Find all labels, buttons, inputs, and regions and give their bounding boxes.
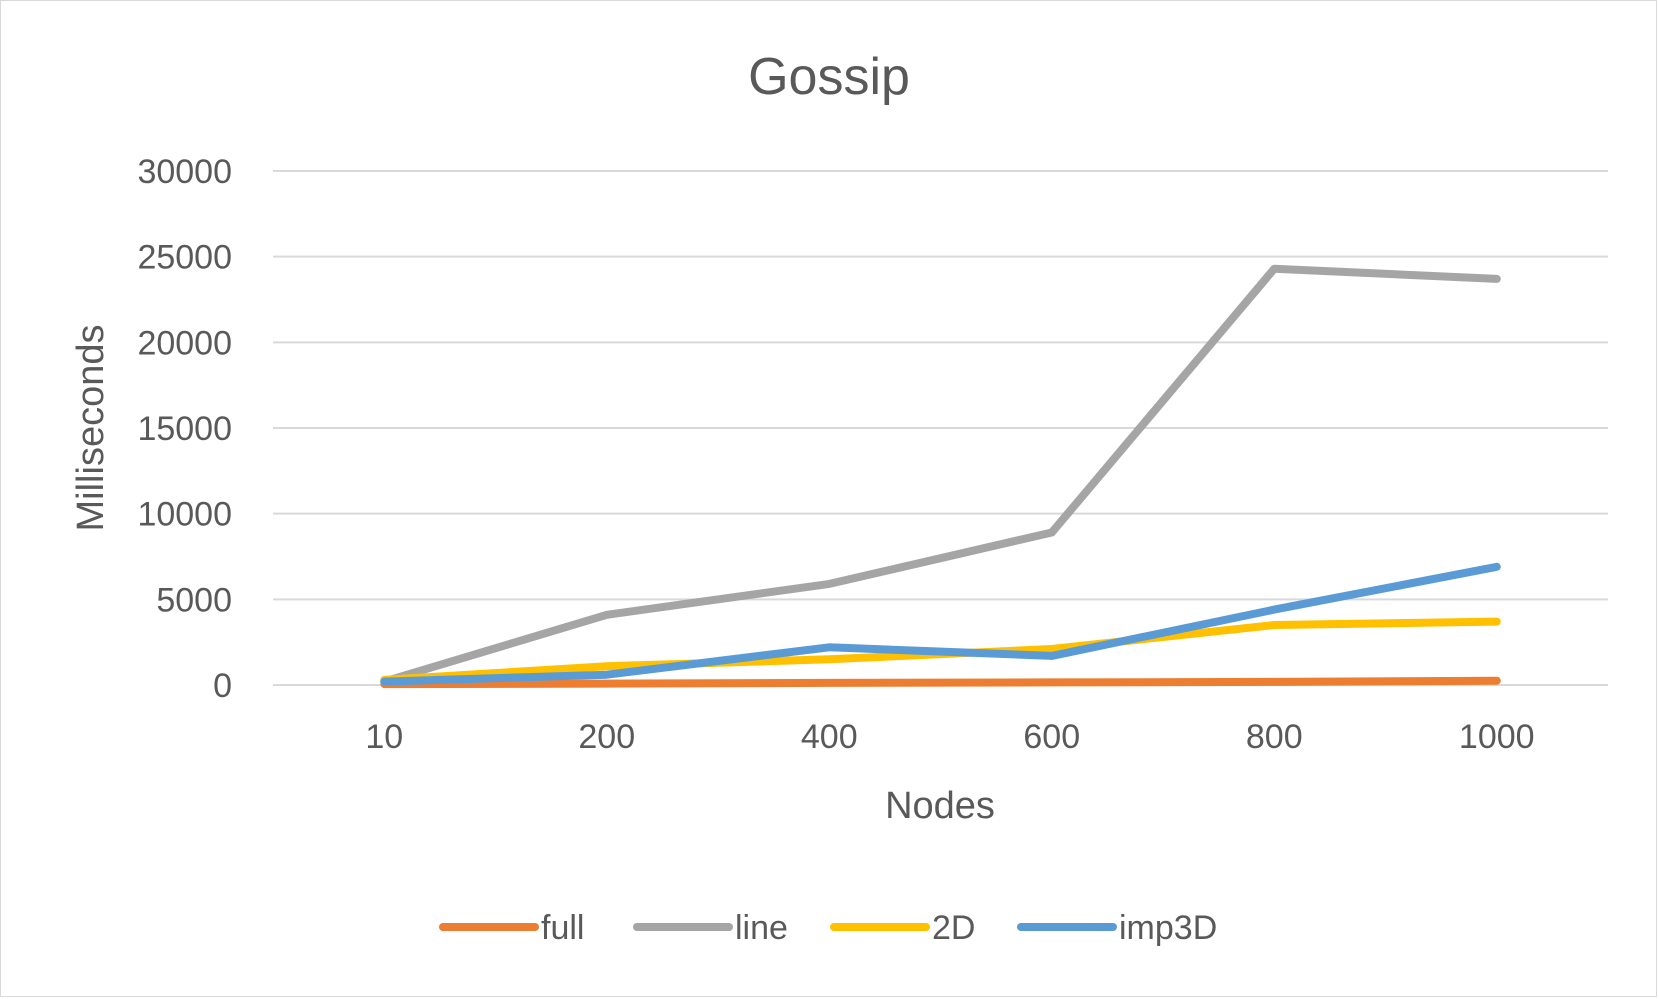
y-tick-label: 30000: [137, 153, 232, 191]
y-tick-label: 15000: [137, 410, 232, 448]
legend-label-line: line: [735, 909, 788, 947]
legend-label-full: full: [541, 909, 584, 947]
y-axis-label: Milliseconds: [70, 325, 112, 532]
y-tick-label: 0: [213, 667, 232, 705]
x-axis-label: Nodes: [885, 785, 995, 827]
x-tick-label: 400: [801, 718, 858, 756]
x-tick-label: 200: [578, 718, 635, 756]
y-tick-label: 25000: [137, 239, 232, 277]
y-tick-label: 5000: [156, 581, 232, 619]
legend-label-imp3d: imp3D: [1119, 909, 1217, 947]
series-line-imp3d: [380, 562, 1501, 686]
x-tick-label: 800: [1246, 718, 1303, 756]
legend: full line 2D imp3D: [439, 909, 1217, 947]
x-tick-label: 10: [365, 718, 403, 756]
y-axis-ticks: 0 5000 10000 15000 20000 25000 30000: [137, 153, 232, 705]
gridlines: [273, 170, 1608, 686]
legend-label-2d: 2D: [932, 909, 975, 947]
series-line-full: [380, 676, 1501, 689]
chart-title: Gossip: [748, 48, 910, 106]
y-tick-label: 20000: [137, 324, 232, 362]
x-tick-label: 600: [1023, 718, 1080, 756]
y-tick-label: 10000: [137, 496, 232, 534]
series-lines: [380, 264, 1501, 689]
series-line-line: [380, 264, 1501, 686]
x-axis-ticks: 10 200 400 600 800 1000: [365, 718, 1534, 756]
x-tick-label: 1000: [1459, 718, 1535, 756]
